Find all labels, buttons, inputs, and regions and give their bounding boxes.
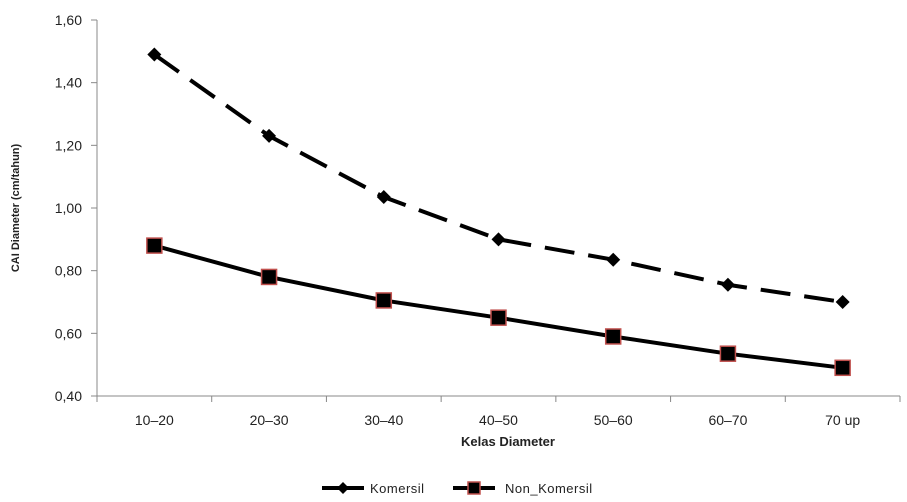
x-tick-label: 50–60	[594, 412, 633, 428]
x-axis-ticks: 10–20 20–30 30–40 40–50 50–60 60–70 70 up	[96, 396, 901, 428]
y-tick-label: 1,20	[55, 137, 82, 153]
data-point	[720, 277, 735, 292]
x-tick-label: 10–20	[135, 412, 174, 428]
series-komersil	[147, 47, 850, 309]
data-point	[375, 292, 393, 309]
legend-label: Komersil	[370, 481, 425, 496]
y-axis-ticks: 0,40 0,60 0,80 1,00 1,20 1,40 1,60	[55, 12, 97, 404]
data-point	[146, 237, 163, 254]
x-axis-title: Kelas Diameter	[461, 434, 555, 449]
x-tick-label: 20–30	[250, 412, 289, 428]
series-non-komersil	[146, 237, 851, 377]
series-line	[153, 243, 843, 370]
y-tick-label: 1,40	[55, 75, 82, 91]
legend-label: Non_Komersil	[505, 481, 593, 496]
data-point	[491, 232, 506, 247]
data-point	[376, 190, 391, 205]
data-point	[260, 268, 278, 286]
data-point	[835, 295, 850, 309]
data-point	[606, 252, 621, 267]
legend-item: Non_Komersil	[453, 481, 593, 496]
y-tick-label: 0,80	[55, 263, 82, 279]
y-axis-title: CAI Diameter (cm/tahun)	[10, 143, 22, 272]
data-point	[719, 345, 737, 362]
legend-marker	[337, 482, 349, 494]
x-tick-label: 60–70	[708, 412, 747, 428]
x-tick-label: 70 up	[825, 412, 860, 428]
y-tick-label: 1,60	[55, 12, 82, 28]
series-layer	[146, 47, 851, 377]
legend: Komersil Non_Komersil	[322, 481, 593, 496]
y-tick-label: 0,60	[55, 325, 82, 341]
data-point	[262, 128, 277, 143]
data-point	[490, 309, 507, 326]
legend-item: Komersil	[322, 481, 425, 496]
x-tick-label: 40–50	[479, 412, 518, 428]
data-point	[604, 328, 622, 345]
x-tick-label: 30–40	[364, 412, 403, 428]
data-point	[147, 47, 162, 62]
y-tick-label: 1,00	[55, 200, 82, 216]
data-point	[834, 359, 851, 377]
y-tick-label: 0,40	[55, 388, 82, 404]
series-line	[153, 52, 843, 304]
legend-marker	[467, 481, 481, 495]
